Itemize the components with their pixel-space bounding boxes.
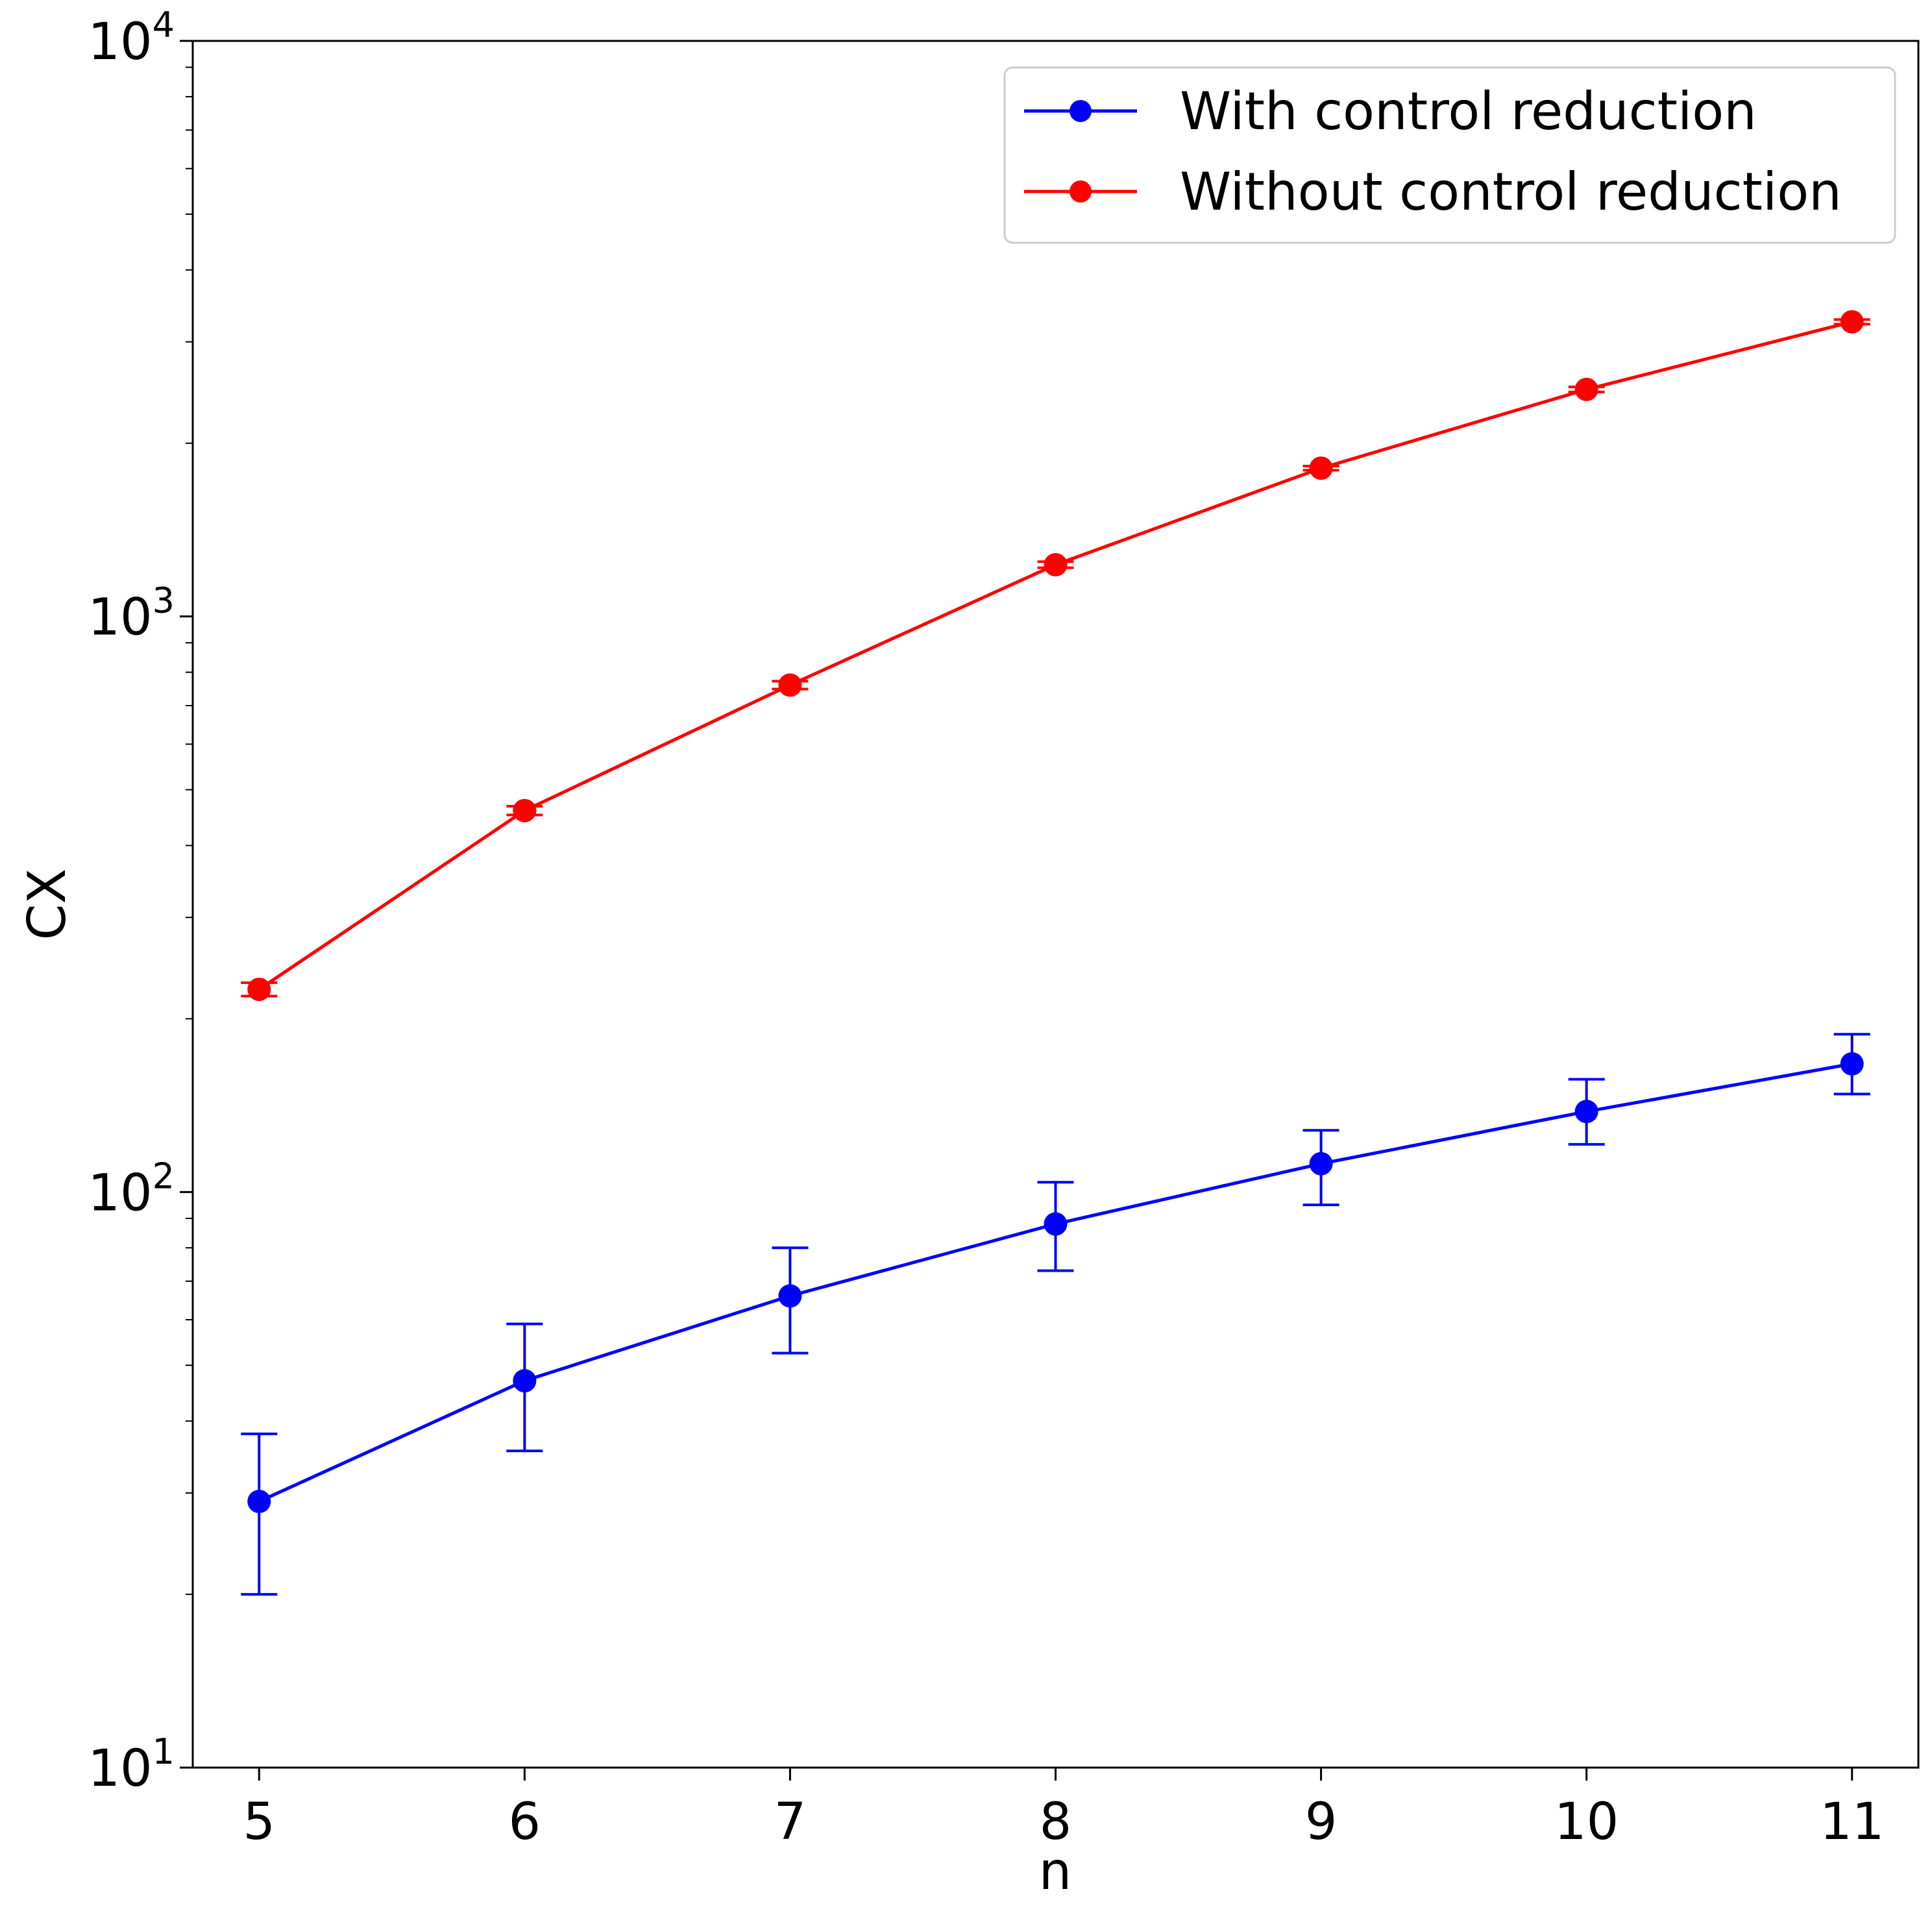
- x-tick-label: 10: [1554, 1793, 1619, 1851]
- legend-swatch-marker: [1070, 180, 1092, 203]
- x-tick-label: 9: [1305, 1793, 1338, 1851]
- y-axis-label: CX: [17, 869, 77, 941]
- series-1: [241, 310, 1870, 1002]
- data-point: [247, 978, 271, 1002]
- legend-label-with-control-reduction: With control reduction: [1180, 81, 1757, 142]
- legend-swatch-marker: [1070, 100, 1092, 122]
- x-axis-label: n: [1039, 1841, 1072, 1901]
- legend: With control reduction Without control r…: [1003, 66, 1896, 244]
- series-layer: [241, 310, 1870, 1596]
- y-tick-exponent: 1: [153, 1731, 175, 1772]
- data-point: [1309, 456, 1333, 480]
- y-tick-exponent: 2: [153, 1155, 175, 1196]
- y-tick-exponent: 4: [153, 5, 175, 45]
- plot-area: [193, 41, 1918, 1768]
- x-tick-label: 7: [774, 1793, 807, 1851]
- y-tick-base: 10: [88, 1740, 152, 1798]
- y-tick-label: 101: [88, 1731, 175, 1798]
- data-point: [778, 673, 802, 697]
- y-tick-base: 10: [88, 13, 152, 71]
- data-point: [1309, 1152, 1333, 1176]
- data-point: [513, 798, 537, 822]
- data-point: [1044, 552, 1068, 576]
- y-tick-label: 103: [88, 580, 175, 647]
- y-tick-exponent: 3: [153, 580, 175, 621]
- y-tick-base: 10: [88, 589, 152, 647]
- data-point: [247, 1490, 271, 1514]
- legend-entry-with-control-reduction: With control reduction: [1024, 81, 1757, 142]
- x-tick-label: 6: [509, 1793, 541, 1851]
- data-point: [1044, 1212, 1068, 1236]
- legend-label-without-control-reduction: Without control reduction: [1180, 162, 1842, 222]
- y-tick-base: 10: [88, 1164, 152, 1222]
- y-tick-label: 104: [88, 5, 175, 71]
- legend-frame: [1003, 66, 1896, 244]
- data-point: [1840, 1052, 1864, 1076]
- data-point: [1574, 1100, 1598, 1124]
- x-tick-label: 11: [1820, 1793, 1884, 1851]
- data-point: [1574, 377, 1598, 401]
- legend-entry-without-control-reduction: Without control reduction: [1024, 162, 1842, 222]
- y-tick-label: 102: [88, 1155, 175, 1222]
- x-tick-label: 8: [1040, 1793, 1072, 1851]
- series-0: [241, 1033, 1870, 1596]
- data-point: [513, 1369, 537, 1393]
- x-tick-label: 5: [243, 1793, 275, 1851]
- data-point: [1840, 310, 1864, 334]
- data-point: [778, 1284, 802, 1308]
